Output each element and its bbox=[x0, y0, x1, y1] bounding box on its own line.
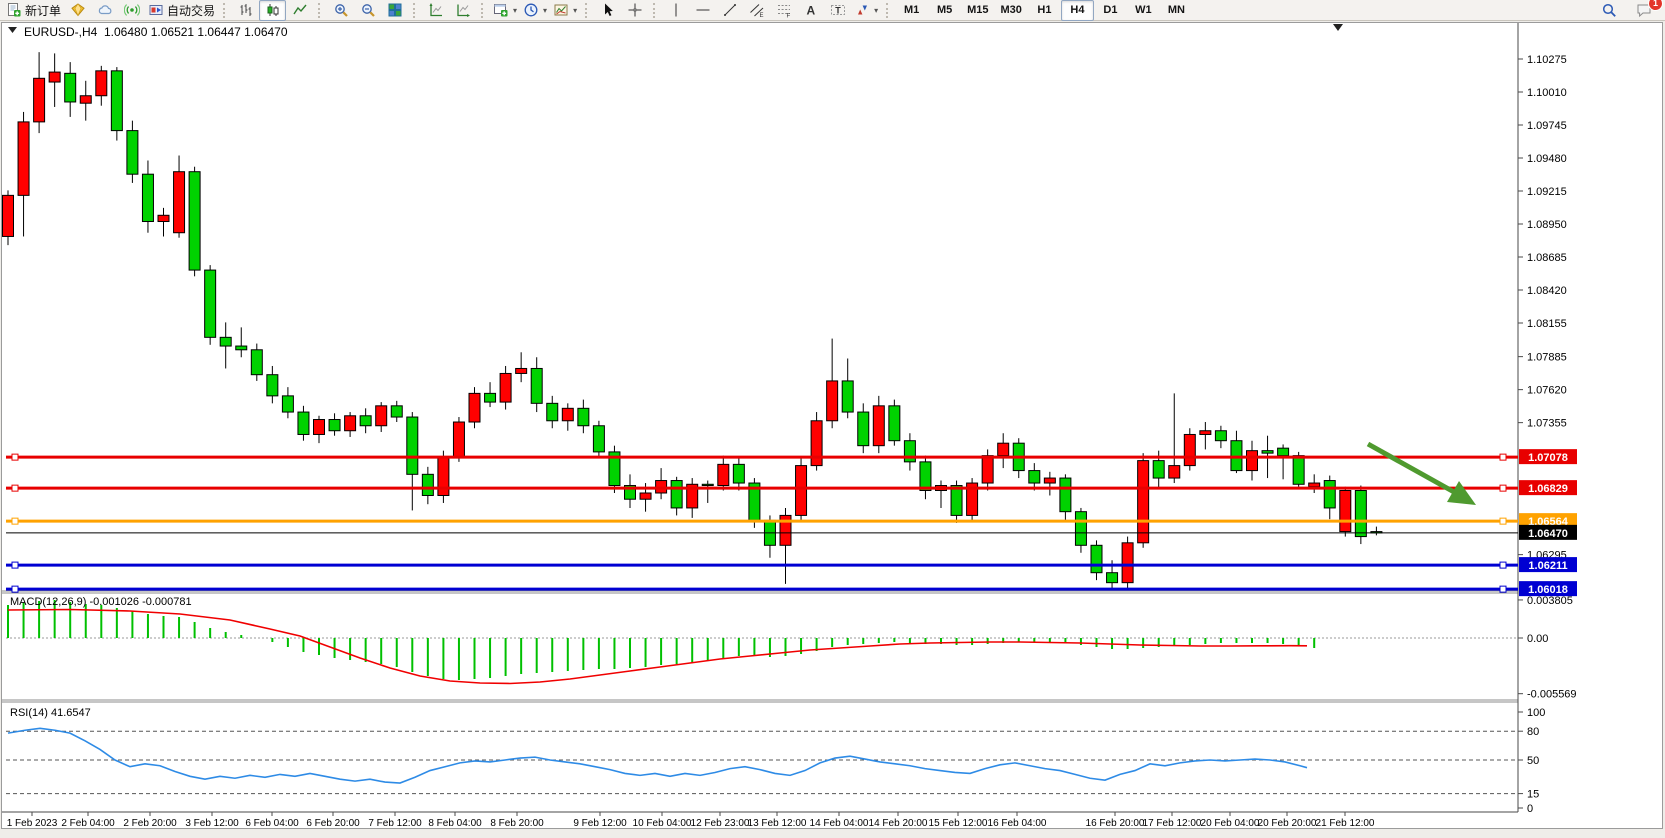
tf-m30-button[interactable]: M30 bbox=[995, 0, 1028, 21]
tf-mn-label: MN bbox=[1167, 4, 1185, 16]
cursor-icon bbox=[600, 2, 616, 18]
tf-mn-button[interactable]: MN bbox=[1160, 0, 1193, 21]
text-label-button[interactable]: T bbox=[824, 0, 851, 21]
crosshair-icon bbox=[627, 2, 643, 18]
toolbar-separator bbox=[886, 2, 890, 18]
tf-h4-label: H4 bbox=[1070, 4, 1085, 16]
search-icon bbox=[1601, 2, 1617, 18]
hline-icon bbox=[695, 2, 711, 18]
news-button[interactable] bbox=[118, 0, 145, 21]
fibonacci-button[interactable]: F bbox=[770, 0, 797, 21]
candle-chart-icon bbox=[265, 2, 281, 18]
tf-w1-label: W1 bbox=[1135, 4, 1152, 16]
vertical-line-button[interactable] bbox=[662, 0, 689, 21]
market-diamond-icon bbox=[70, 2, 86, 18]
toolbar-separator bbox=[585, 2, 589, 18]
templates-button[interactable]: ▾ bbox=[550, 0, 580, 21]
candle-chart-button[interactable] bbox=[259, 0, 287, 21]
zoom-out-button[interactable] bbox=[354, 0, 381, 21]
autotrading-button[interactable]: 自动交易 bbox=[145, 0, 218, 21]
chevron-down-icon[interactable]: ▾ bbox=[513, 5, 518, 15]
crosshair-button[interactable] bbox=[621, 0, 648, 21]
toolbar-right: 1 bbox=[1595, 0, 1663, 21]
tf-m5-label: M5 bbox=[936, 4, 953, 16]
line-chart-button[interactable] bbox=[286, 0, 313, 21]
tf-m1-button[interactable]: M1 bbox=[895, 0, 928, 21]
chevron-down-icon[interactable]: ▾ bbox=[573, 5, 578, 15]
new-chart-icon bbox=[493, 2, 509, 18]
main-toolbar: 新订单 自动交易 ▾ ▾ ▾ E F A T ▾ M1 M5 M15 M30 H1 H4 D1 W1 MN 1 bbox=[0, 0, 1665, 21]
new-order-button[interactable]: 新订单 bbox=[3, 0, 64, 21]
tf-d1-button[interactable]: D1 bbox=[1094, 0, 1127, 21]
toolbar-separator bbox=[413, 2, 417, 18]
channel-icon: E bbox=[749, 2, 765, 18]
templates-icon bbox=[553, 2, 569, 18]
text-label-icon: T bbox=[830, 2, 846, 18]
periods-button[interactable]: ▾ bbox=[520, 0, 550, 21]
search-button[interactable] bbox=[1595, 0, 1622, 21]
market-button[interactable] bbox=[64, 0, 91, 21]
tf-m15-label: M15 bbox=[967, 4, 989, 16]
toolbar-separator bbox=[481, 2, 485, 18]
bar-chart-icon bbox=[238, 2, 254, 18]
auto-arrange-icon bbox=[428, 2, 444, 18]
zoom-in-button[interactable] bbox=[327, 0, 354, 21]
tf-m30-label: M30 bbox=[1000, 4, 1022, 16]
toolbar-separator bbox=[653, 2, 657, 18]
toolbar-separator bbox=[318, 2, 322, 18]
autotrading-label: 自动交易 bbox=[167, 3, 216, 18]
tf-m1-label: M1 bbox=[903, 4, 920, 16]
horizontal-line-button[interactable] bbox=[689, 0, 716, 21]
tf-m5-button[interactable]: M5 bbox=[928, 0, 961, 21]
signals-button[interactable] bbox=[91, 0, 118, 21]
fix-scale-button[interactable] bbox=[449, 0, 476, 21]
svg-text:A: A bbox=[806, 4, 815, 18]
trendline-button[interactable] bbox=[716, 0, 743, 21]
tf-h1-button[interactable]: H1 bbox=[1028, 0, 1061, 21]
periods-icon bbox=[523, 2, 539, 18]
notifications-button[interactable]: 1 bbox=[1630, 0, 1663, 21]
new-order-icon bbox=[6, 2, 22, 18]
arrows-button[interactable]: ▾ bbox=[851, 0, 881, 21]
tf-m15-button[interactable]: M15 bbox=[961, 0, 994, 21]
zoom-out-icon bbox=[360, 2, 376, 18]
svg-text:E: E bbox=[759, 13, 763, 18]
auto-arrange-button[interactable] bbox=[422, 0, 449, 21]
line-chart-icon bbox=[292, 2, 308, 18]
notification-badge: 1 bbox=[1648, 0, 1663, 11]
chart-window bbox=[1, 22, 1663, 829]
chevron-down-icon[interactable]: ▾ bbox=[874, 5, 879, 15]
equidistant-channel-button[interactable]: E bbox=[743, 0, 770, 21]
toolbar-separator bbox=[223, 2, 227, 18]
chevron-down-icon[interactable]: ▾ bbox=[543, 5, 548, 15]
broadcast-icon bbox=[123, 2, 140, 18]
vline-icon bbox=[668, 2, 684, 18]
tile-windows-icon bbox=[387, 2, 403, 18]
tf-h1-label: H1 bbox=[1037, 4, 1052, 16]
text-a-icon: A bbox=[803, 2, 819, 18]
tf-d1-label: D1 bbox=[1103, 4, 1118, 16]
autotrade-icon bbox=[148, 2, 164, 18]
text-button[interactable]: A bbox=[797, 0, 824, 21]
tf-h4-button[interactable]: H4 bbox=[1060, 0, 1094, 21]
arrows-icon bbox=[854, 2, 870, 18]
trendline-icon bbox=[722, 2, 738, 18]
cloud-icon bbox=[97, 2, 113, 18]
svg-text:T: T bbox=[835, 5, 841, 15]
zoom-in-icon bbox=[333, 2, 349, 18]
svg-text:F: F bbox=[786, 14, 790, 19]
cursor-button[interactable] bbox=[594, 0, 621, 21]
bar-chart-button[interactable] bbox=[232, 0, 259, 21]
new-order-label: 新订单 bbox=[25, 3, 62, 18]
tile-windows-button[interactable] bbox=[381, 0, 408, 21]
new-chart-button[interactable]: ▾ bbox=[490, 0, 520, 21]
tf-w1-button[interactable]: W1 bbox=[1127, 0, 1160, 21]
fibonacci-icon: F bbox=[776, 2, 792, 18]
fix-scale-icon bbox=[455, 2, 471, 18]
